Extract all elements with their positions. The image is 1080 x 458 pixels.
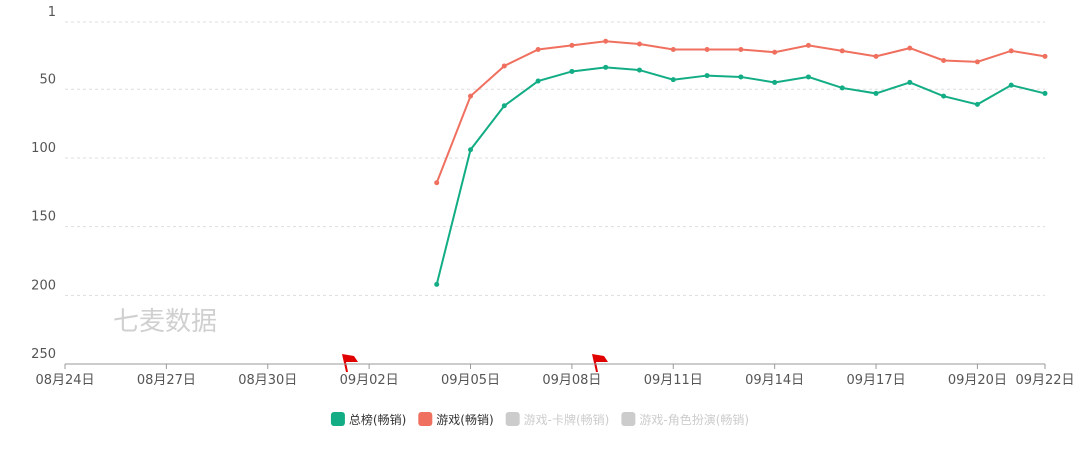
flag — [342, 354, 358, 372]
point — [941, 93, 947, 99]
legend-label: 总榜(畅销) — [349, 412, 406, 427]
point — [434, 180, 440, 186]
point — [569, 42, 575, 48]
point — [873, 90, 879, 96]
legend-label: 游戏-卡牌(畅销) — [524, 413, 610, 427]
point — [839, 48, 845, 54]
point — [636, 67, 642, 73]
point — [535, 78, 541, 84]
point — [907, 45, 913, 51]
x-tick-label: 09月14日 — [745, 373, 804, 388]
series-line — [435, 66, 1046, 285]
legend-swatch — [621, 412, 636, 426]
point — [468, 93, 474, 99]
x-tick-label: 09月22日 — [1015, 373, 1074, 388]
point — [974, 101, 980, 107]
point — [873, 53, 879, 59]
point — [535, 46, 541, 52]
x-tick-label: 08月24日 — [35, 373, 94, 388]
y-tick-label: 100 — [31, 141, 56, 156]
point — [907, 79, 913, 85]
point — [772, 79, 778, 85]
x-tick-label: 08月30日 — [238, 373, 297, 388]
y-tick-label: 1 — [48, 5, 56, 20]
point — [636, 41, 642, 47]
point — [1042, 90, 1048, 96]
point — [1042, 53, 1048, 59]
point — [704, 46, 710, 52]
point — [974, 59, 980, 65]
y-tick-label: 250 — [31, 347, 56, 362]
point — [670, 77, 676, 83]
series-line — [435, 40, 1046, 184]
watermark: 七麦数据 — [113, 307, 217, 337]
point — [434, 281, 440, 287]
x-tick-label: 09月11日 — [644, 373, 703, 388]
point — [1008, 48, 1014, 54]
y-tick-label: 200 — [31, 278, 56, 293]
x-tick-label: 09月05日 — [441, 373, 500, 388]
point — [569, 68, 575, 74]
x-tick-label: 09月20日 — [948, 373, 1007, 388]
point — [941, 57, 947, 63]
x-tick-label: 08月27日 — [137, 373, 196, 388]
legend-swatch — [330, 412, 345, 426]
point — [805, 74, 811, 80]
point — [772, 49, 778, 55]
point — [501, 103, 507, 109]
point — [603, 64, 609, 70]
point — [670, 46, 676, 52]
legend-swatch — [505, 412, 520, 426]
point — [839, 85, 845, 91]
y-tick-label: 150 — [31, 210, 56, 225]
point — [468, 147, 474, 153]
legend-label: 游戏-角色扮演(畅销) — [639, 412, 749, 427]
x-tick-label: 09月08日 — [542, 373, 601, 388]
point — [704, 73, 710, 79]
point — [738, 74, 744, 80]
point — [603, 38, 609, 44]
point — [738, 46, 744, 52]
legend-swatch — [418, 412, 433, 426]
legend-label: 游戏(畅销) — [436, 413, 493, 427]
point — [805, 42, 811, 48]
x-tick-label: 09月17日 — [846, 373, 905, 388]
point — [1008, 82, 1014, 88]
y-tick-label: 50 — [39, 72, 56, 87]
flag — [592, 354, 608, 372]
point — [501, 63, 507, 69]
x-tick-label: 09月02日 — [340, 373, 399, 388]
